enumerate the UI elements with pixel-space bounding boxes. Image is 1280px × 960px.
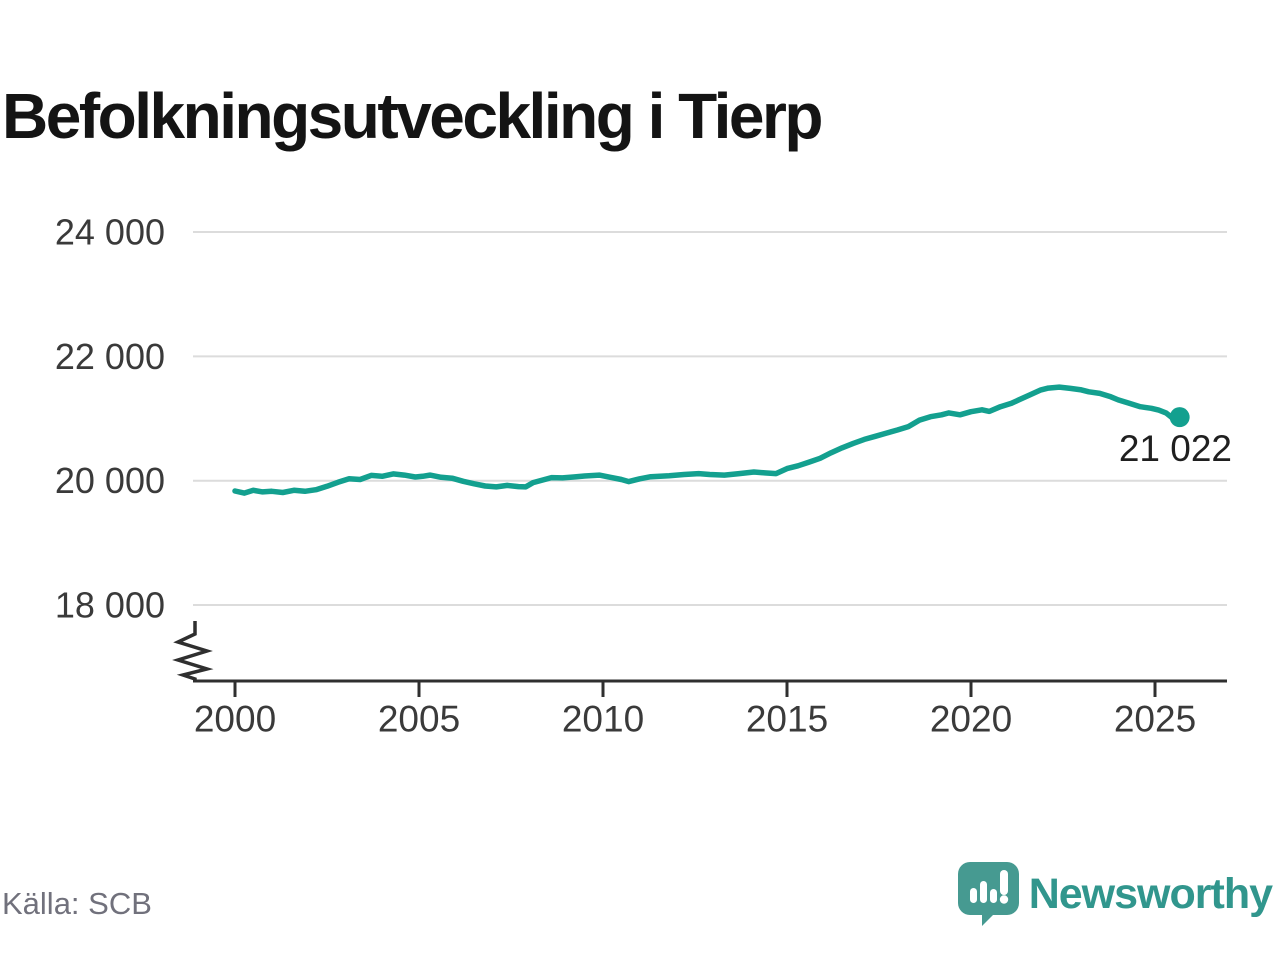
population-series-line — [232, 384, 1183, 496]
newsworthy-logo: Newsworthy — [957, 862, 1273, 926]
x-tick-label: 2000 — [194, 698, 276, 739]
x-tick-label: 2015 — [746, 698, 828, 739]
y-tick-label: 22 000 — [55, 336, 165, 377]
x-tick-label: 2010 — [562, 698, 644, 739]
newsworthy-wordmark: Newsworthy — [1028, 869, 1273, 918]
x-tick-label: 2020 — [930, 698, 1012, 739]
y-tick-label: 20 000 — [55, 460, 165, 501]
source-caption: Källa: SCB — [2, 886, 152, 921]
y-tick-label: 18 000 — [55, 585, 165, 626]
page-title: Befolkningsutveckling i Tierp — [2, 79, 823, 152]
newsworthy-speech-bubble-barchart-icon — [957, 862, 1019, 926]
last-value-label: 21 022 — [1118, 428, 1232, 469]
x-tick-label: 2025 — [1114, 698, 1196, 739]
last-point-dot — [1169, 407, 1190, 428]
x-tick-label: 2005 — [378, 698, 460, 739]
y-axis-break-icon — [172, 621, 214, 681]
y-tick-label: 24 000 — [55, 212, 165, 253]
